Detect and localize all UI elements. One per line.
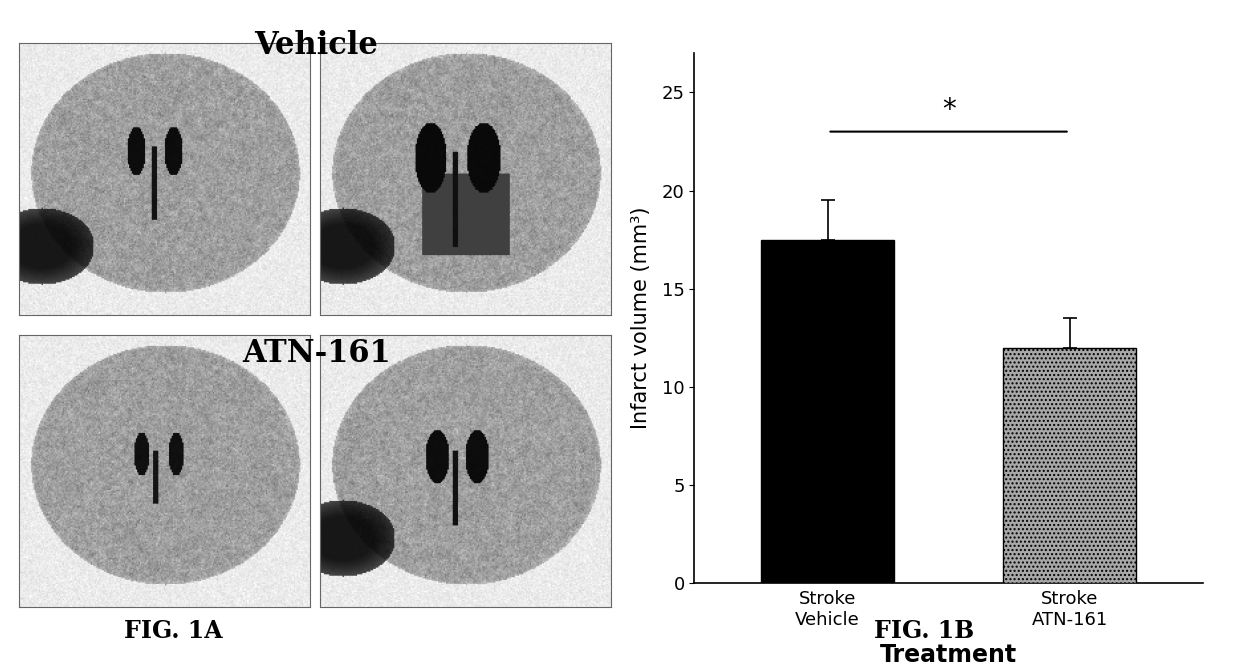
Text: Vehicle: Vehicle [254,30,378,61]
Text: FIG. 1B: FIG. 1B [874,619,973,643]
Bar [1003,347,1136,583]
Bar [761,239,894,583]
Text: *: * [941,95,956,124]
X-axis label: Treatment: Treatment [880,643,1017,663]
Y-axis label: Infarct volume (mm³): Infarct volume (mm³) [631,207,651,430]
Text: FIG. 1A: FIG. 1A [124,619,223,643]
Text: ATN-161: ATN-161 [242,338,391,369]
